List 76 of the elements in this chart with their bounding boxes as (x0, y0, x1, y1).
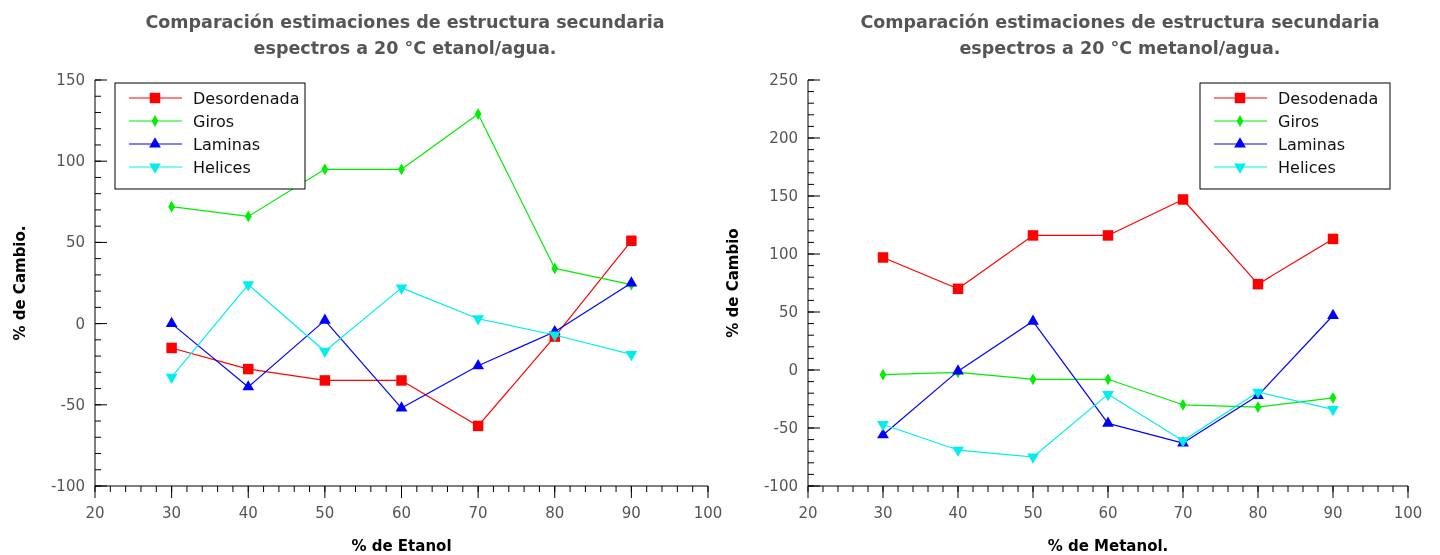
legend-label: Giros (1278, 112, 1320, 131)
y-tick-label: -100 (763, 477, 798, 495)
point (1027, 230, 1039, 241)
point (472, 420, 484, 432)
x-axis-title: % de Etanol (351, 537, 452, 555)
legend-label: Desordenada (193, 89, 300, 108)
point (1327, 406, 1339, 417)
y-tick-label: 150 (769, 187, 798, 205)
point (165, 373, 178, 384)
y-tick-label: 200 (769, 129, 798, 147)
point (318, 347, 331, 358)
legend-label: Helices (193, 158, 251, 177)
x-tick-label: 40 (238, 504, 258, 522)
x-tick-label: 100 (1393, 504, 1423, 522)
point (396, 375, 407, 386)
x-axis-title: % de Metanol. (1047, 537, 1169, 555)
point (243, 363, 254, 375)
x-tick-label: 60 (1098, 504, 1118, 522)
point (625, 276, 638, 287)
x-tick-label: 80 (545, 504, 565, 522)
point (166, 342, 177, 354)
y-tick-label: 150 (56, 71, 85, 89)
y-tick-label: 250 (769, 71, 798, 89)
point (242, 380, 255, 391)
point (1027, 314, 1039, 325)
x-tick-label: 30 (162, 504, 182, 522)
point (395, 401, 408, 412)
y-tick-label: -100 (50, 477, 85, 495)
point (395, 284, 408, 295)
x-tick-label: 50 (1023, 504, 1043, 522)
x-tick-label: 50 (315, 504, 335, 522)
legend-label: Laminas (193, 135, 261, 154)
point (1177, 194, 1189, 205)
legend-label: Laminas (1278, 135, 1346, 154)
x-tick-label: 90 (621, 504, 641, 522)
point (318, 313, 331, 324)
point (1102, 230, 1114, 241)
chart-title: Comparación estimaciones de estructura secundaria espectros a 20 °C metanol/agua. (860, 12, 1380, 58)
x-tick-label: 40 (948, 504, 968, 522)
legend-label: Desodenada (1278, 89, 1379, 108)
x-tick-label: 80 (1248, 504, 1268, 522)
x-tick-label: 60 (391, 504, 412, 522)
point (952, 283, 964, 295)
y-axis-title: % de Cambio (724, 228, 742, 338)
y-axis-title: % de Cambio. (11, 225, 29, 341)
y-tick-label: 50 (65, 233, 85, 252)
point (1327, 308, 1339, 319)
legend-label: Giros (193, 112, 235, 131)
x-tick-label: 30 (873, 504, 893, 522)
x-tick-label: 70 (468, 504, 488, 522)
point (1102, 390, 1114, 402)
point (242, 281, 255, 292)
point (952, 446, 964, 457)
x-tick-label: 20 (85, 504, 105, 522)
y-tick-label: 0 (75, 314, 85, 333)
point (1327, 233, 1339, 245)
point (877, 252, 889, 263)
point (472, 359, 485, 370)
y-tick-label: -50 (773, 419, 798, 437)
point (877, 421, 889, 432)
legend-label: Helices (1278, 158, 1336, 177)
point (319, 375, 331, 386)
y-tick-label: 100 (769, 245, 798, 263)
y-tick-label: 50 (778, 303, 798, 321)
y-tick-label: -50 (60, 395, 85, 414)
x-tick-label: 100 (693, 504, 723, 522)
x-tick-label: 70 (1173, 504, 1193, 522)
point (472, 315, 485, 326)
point (626, 235, 637, 247)
point (1027, 453, 1039, 464)
point (1252, 278, 1264, 290)
x-tick-label: 20 (798, 504, 818, 522)
chart-title: Comparación estimaciones de estructura secundaria espectros a 20 °C etanol/agua. (145, 12, 665, 58)
y-tick-label: 0 (788, 361, 798, 379)
y-tick-label: 100 (56, 152, 85, 171)
x-tick-label: 90 (1323, 504, 1343, 522)
